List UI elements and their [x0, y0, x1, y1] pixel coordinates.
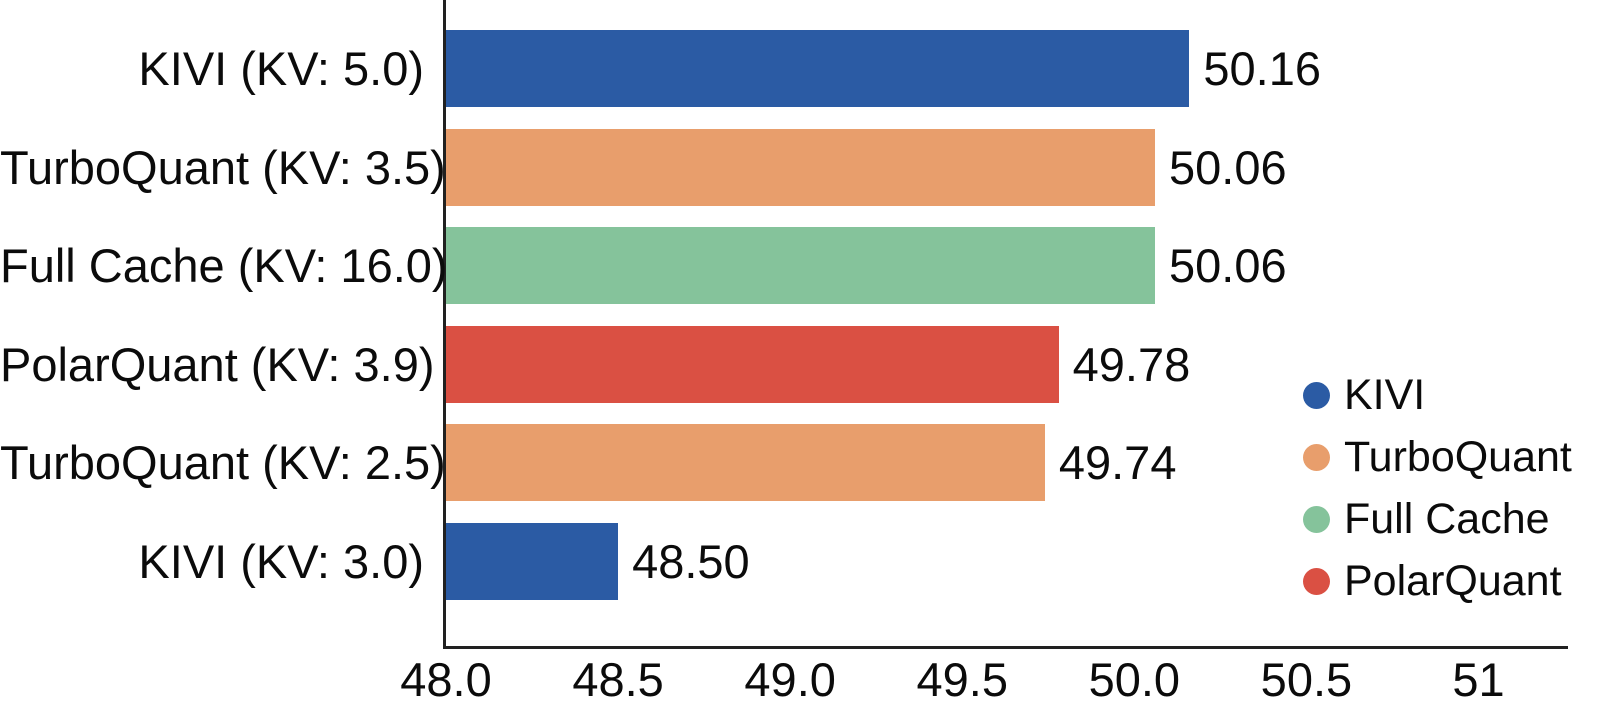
bar: [446, 30, 1190, 107]
x-tick-label: 49.5: [916, 653, 1008, 706]
legend-item: Full Cache: [1303, 495, 1572, 543]
x-tick-label: 48.5: [572, 653, 664, 706]
y-axis-line: [443, 0, 446, 648]
category-label: KIVI (KV: 5.0): [138, 42, 424, 95]
bar: [446, 325, 1059, 403]
legend-label: PolarQuant: [1344, 557, 1562, 605]
bar: [446, 227, 1155, 304]
legend-label: TurboQuant: [1344, 433, 1572, 481]
category-label: TurboQuant (KV: 2.5): [0, 436, 446, 489]
bar-value-label: 50.06: [1168, 239, 1287, 292]
bar-value-label: 48.50: [632, 534, 750, 588]
category-label: KIVI (KV: 3.0): [138, 534, 424, 588]
bar: [446, 522, 619, 600]
x-tick-label: 48.0: [400, 653, 492, 706]
x-tick-label: 50.5: [1260, 653, 1353, 706]
x-tick-label: 50.0: [1088, 653, 1181, 706]
bar-value-label: 49.74: [1058, 436, 1177, 489]
bar-value-label: 50.16: [1203, 42, 1322, 95]
legend: KIVI TurboQuant Full Cache PolarQuant: [1303, 371, 1572, 605]
legend-item: KIVI: [1303, 371, 1572, 419]
x-axis-line: [443, 646, 1568, 649]
legend-swatch: [1303, 382, 1330, 409]
x-tick-label: 49.0: [744, 653, 836, 706]
bar-value-label: 50.06: [1168, 140, 1287, 194]
legend-swatch: [1303, 568, 1330, 595]
legend-label: Full Cache: [1344, 495, 1550, 543]
bar-value-label: 49.78: [1072, 337, 1191, 391]
legend-item: PolarQuant: [1303, 557, 1572, 605]
bar: [446, 128, 1155, 206]
legend-swatch: [1303, 506, 1330, 533]
x-tick-label: 51: [1452, 653, 1505, 706]
legend-item: TurboQuant: [1303, 433, 1572, 481]
legend-label: KIVI: [1344, 371, 1426, 419]
legend-swatch: [1303, 444, 1330, 471]
category-label: TurboQuant (KV: 3.5): [0, 140, 446, 194]
category-label: Full Cache (KV: 16.0): [0, 239, 448, 292]
category-label: PolarQuant (KV: 3.9): [0, 337, 435, 391]
bar: [446, 424, 1045, 501]
